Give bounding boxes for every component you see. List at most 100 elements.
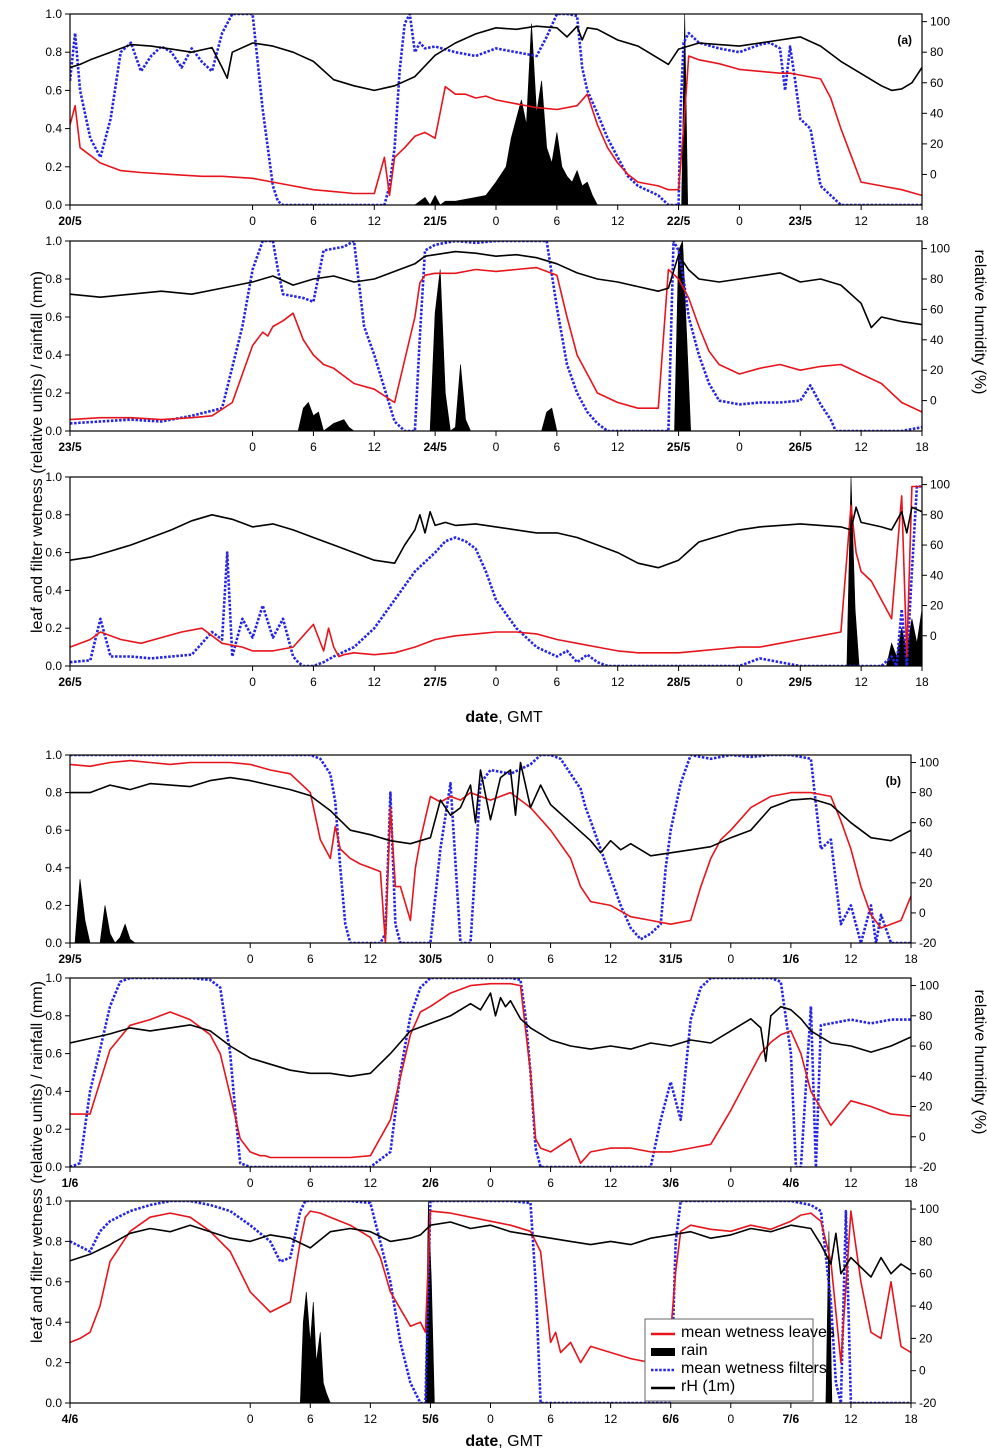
x-tick-label: 1/6 [783, 952, 800, 966]
x-tick-label: 12 [854, 214, 868, 228]
x-tick-label: 23/5 [789, 214, 813, 228]
x-tick-label: 12 [368, 214, 382, 228]
y-tick-label-left: 0.8 [45, 786, 62, 800]
series-filters [70, 978, 911, 1167]
x-tick-label: 12 [611, 440, 625, 454]
y-tick-label-right: 80 [930, 45, 944, 59]
series-filters [70, 485, 922, 666]
y-tick-label-left: 0.6 [45, 310, 62, 324]
x-tick-label: 6 [310, 675, 317, 689]
series-filters [70, 14, 922, 205]
x-tick-label: 25/5 [667, 440, 691, 454]
y-tick-label-right: 100 [930, 478, 950, 492]
y-tick-label-left: 1.0 [45, 748, 62, 762]
y-tick-label-left: 0.0 [45, 1396, 62, 1410]
x-tick-label: 12 [844, 1176, 858, 1190]
x-tick-label: 12 [611, 214, 625, 228]
y-tick-label-right: 20 [930, 137, 944, 151]
y-tick-label-left: 0.0 [45, 1160, 62, 1174]
y-tick-label-left: 0.2 [45, 386, 62, 400]
y-tick-label-right: 0 [919, 1364, 926, 1378]
x-tick-label: 6 [547, 952, 554, 966]
x-tick-label: 26/5 [58, 675, 82, 689]
x-tick-label: 12 [368, 675, 382, 689]
y-tick-label-left: 0.8 [45, 1009, 62, 1023]
x-tick-label: 29/5 [789, 675, 813, 689]
y-tick-label-right: 100 [930, 15, 950, 29]
plot-frame [69, 476, 923, 667]
series-rain [414, 14, 689, 205]
x-tick-label: 18 [915, 214, 929, 228]
x-tick-label: 0 [736, 440, 743, 454]
x-tick-label: 6 [547, 1412, 554, 1426]
y-tick-label-left: 0.2 [45, 1356, 62, 1370]
y-tick-label-right: 0 [919, 1130, 926, 1144]
x-tick-label: 0 [493, 675, 500, 689]
series-filters [70, 241, 922, 431]
x-tick-label: 12 [844, 952, 858, 966]
y-tick-label-right: 0 [930, 629, 937, 643]
x-tick-label: 22/5 [667, 214, 691, 228]
y-tick-label-right: 40 [930, 106, 944, 120]
legend-label-filters: mean wetness filters [681, 1360, 827, 1377]
x-tick-label: 21/5 [423, 214, 447, 228]
series-leaves [70, 759, 911, 943]
x-axis-label-b: date, GMT [465, 1433, 543, 1450]
x-tick-label: 2/6 [422, 1176, 439, 1190]
x-tick-label: 20/5 [58, 214, 82, 228]
x-tick-label: 0 [736, 675, 743, 689]
y-tick-label-left: 0.2 [45, 1122, 62, 1136]
x-tick-label: 4/6 [62, 1412, 79, 1426]
series-rain [297, 241, 692, 431]
x-tick-label: 0 [487, 952, 494, 966]
y-tick-label-right: -20 [919, 1396, 937, 1410]
y-tick-label-left: 0.2 [45, 621, 62, 635]
x-tick-label: 6 [307, 1176, 314, 1190]
series-leaves [70, 55, 922, 197]
series-leaves [70, 485, 922, 658]
series-leaves [70, 982, 911, 1164]
series-rh [70, 1221, 911, 1278]
y-tick-label-right: 40 [919, 846, 933, 860]
y-tick-label-left: 0.4 [45, 348, 62, 362]
y-tick-label-right: 80 [930, 272, 944, 286]
x-tick-label: 12 [364, 1176, 378, 1190]
x-tick-label: 3/6 [662, 1176, 679, 1190]
legend-label-leaves: mean wetness leaves [681, 1324, 835, 1341]
x-tick-label: 6/6 [662, 1412, 679, 1426]
y-tick-label-left: 0.4 [45, 583, 62, 597]
plot-area [70, 1201, 911, 1403]
y-tick-label-right: 20 [919, 876, 933, 890]
series-leaves [70, 266, 922, 421]
legend-label-rh: rH (1m) [681, 1378, 735, 1395]
legend-label-rain: rain [681, 1342, 708, 1359]
y-tick-label-left: 0.6 [45, 546, 62, 560]
y-axis-label-left-a: leaf and filter wetness (relative units)… [29, 271, 46, 633]
x-tick-label: 12 [844, 1412, 858, 1426]
x-tick-label: 12 [611, 675, 625, 689]
x-tick-label: 0 [487, 1176, 494, 1190]
y-tick-label-left: 0.2 [45, 160, 62, 174]
x-tick-label: 12 [364, 1412, 378, 1426]
y-tick-label-right: 100 [919, 979, 939, 993]
y-tick-label-left: 0.0 [45, 936, 62, 950]
y-tick-label-left: 0.6 [45, 823, 62, 837]
y-tick-label-left: 0.6 [45, 83, 62, 97]
y-tick-label-left: 0.6 [45, 1047, 62, 1061]
x-axis-label-bold: date [465, 1433, 498, 1450]
plot-area [70, 755, 911, 943]
y-tick-label-right: 20 [919, 1100, 933, 1114]
y-tick-label-left: 0.4 [45, 1315, 62, 1329]
x-tick-label: 6 [307, 1412, 314, 1426]
series-rain [299, 1201, 833, 1403]
series-rh [70, 250, 922, 329]
y-tick-label-right: 60 [930, 302, 944, 316]
y-tick-label-left: 0.4 [45, 861, 62, 875]
x-tick-label: 27/5 [423, 675, 447, 689]
x-tick-label: 6 [554, 214, 561, 228]
x-axis-label-rest: , GMT [498, 1433, 543, 1450]
x-tick-label: 0 [247, 952, 254, 966]
